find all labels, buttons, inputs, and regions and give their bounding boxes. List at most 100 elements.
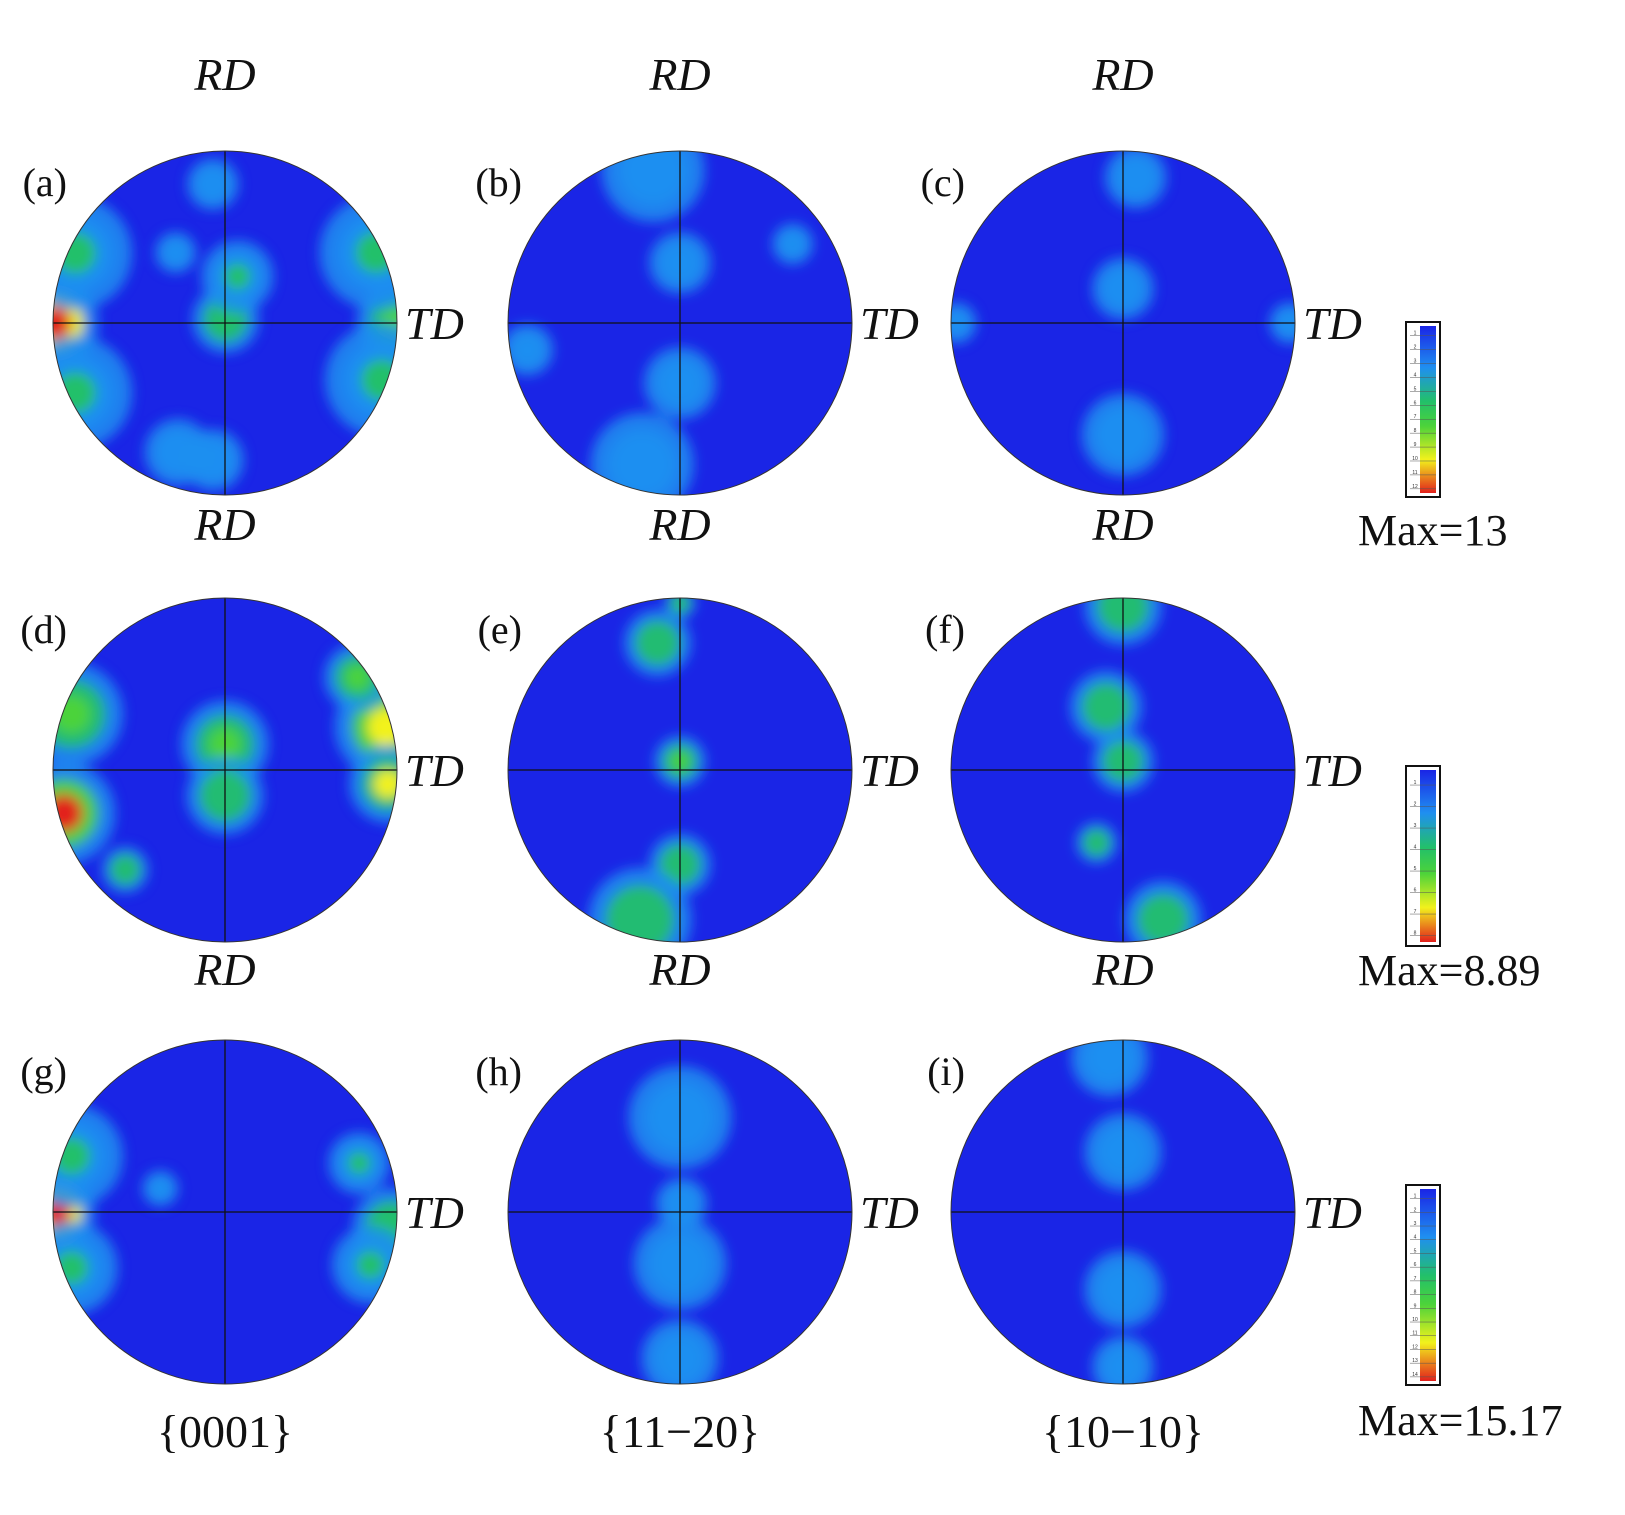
max-label: Max=8.89 xyxy=(1358,946,1540,995)
colorbar-tick-label: 7 xyxy=(1414,1276,1417,1282)
pole-figure-rim xyxy=(950,150,1296,496)
intensity-spot-core xyxy=(373,770,397,799)
td-label: TD xyxy=(1303,1187,1362,1238)
colorbar-tick-label: 10 xyxy=(1412,1317,1418,1323)
column-label: {10−10} xyxy=(1042,1406,1204,1457)
colorbar-tick-label: 1 xyxy=(1414,1194,1417,1200)
pole-figure-e xyxy=(507,597,853,943)
intensity-spot-core xyxy=(54,1250,89,1285)
colorbar-tick-label: 1 xyxy=(1414,331,1417,337)
intensity-spot xyxy=(148,1176,173,1201)
intensity-spot xyxy=(1082,828,1111,857)
panel-label: (e) xyxy=(478,607,522,652)
td-label: TD xyxy=(405,298,464,349)
intensity-spot xyxy=(161,238,190,267)
colorbar-tick-label: 3 xyxy=(1414,1221,1417,1227)
colorbar-tick-label: 6 xyxy=(1414,1262,1417,1268)
colorbar-tick-label: 3 xyxy=(1414,823,1417,829)
colorbar-tick-label: 2 xyxy=(1414,802,1417,808)
colorbar-tick-label: 13 xyxy=(1412,1358,1418,1364)
max-label: Max=15.17 xyxy=(1358,1396,1562,1445)
intensity-spot-core xyxy=(356,1250,385,1280)
intensity-spot-core xyxy=(355,231,397,274)
intensity-spot xyxy=(195,167,231,202)
pole-figure-rim xyxy=(950,597,1296,943)
td-label: TD xyxy=(860,1187,919,1238)
td-label: TD xyxy=(405,745,464,796)
colorbar-tick-label: 3 xyxy=(1414,359,1417,365)
td-label: TD xyxy=(405,1187,464,1238)
colorbar-tick-label: 9 xyxy=(1414,442,1417,448)
rd-label: RD xyxy=(648,944,710,995)
colorbar-gradient xyxy=(1420,326,1436,493)
panel-label: (b) xyxy=(475,160,522,205)
td-label: TD xyxy=(1303,298,1362,349)
colorbar-gradient xyxy=(1420,770,1436,942)
intensity-spot-core xyxy=(347,1151,371,1175)
intensity-spot xyxy=(618,151,688,205)
colorbar-tick-label: 6 xyxy=(1414,888,1417,894)
colorbar-tick-label: 4 xyxy=(1414,1235,1417,1241)
colorbar-tick-label: 7 xyxy=(1414,414,1417,420)
td-label: TD xyxy=(860,298,919,349)
intensity-spot xyxy=(109,854,141,886)
pole-figure-i xyxy=(950,1039,1296,1385)
panel-label: (a) xyxy=(23,160,67,205)
intensity-spot-core xyxy=(53,794,83,833)
pole-figure-rim xyxy=(52,597,398,943)
intensity-spot xyxy=(664,1186,699,1221)
colorbar-tick-label: 2 xyxy=(1414,345,1417,351)
panel-label: (d) xyxy=(20,607,67,652)
colorbar-tick-label: 6 xyxy=(1414,400,1417,406)
intensity-spot-core xyxy=(224,263,251,290)
panel-label: (f) xyxy=(925,607,965,652)
pole-figure-c xyxy=(950,150,1296,496)
rd-label: RD xyxy=(1091,944,1153,995)
rd-label: RD xyxy=(1091,499,1153,550)
column-label: {11−20} xyxy=(600,1406,760,1457)
pole-figure-rim xyxy=(507,597,853,943)
pole-figure-h xyxy=(507,1039,853,1385)
intensity-spot xyxy=(510,332,545,368)
rd-label: RD xyxy=(193,49,255,100)
intensity-spot xyxy=(778,230,807,258)
colorbar-tick-label: 5 xyxy=(1414,1248,1417,1254)
colorbar-tick-label: 12 xyxy=(1412,484,1418,490)
colorbar-tick-label: 11 xyxy=(1412,470,1417,476)
colorbar-tick-label: 2 xyxy=(1414,1207,1417,1213)
pole-figure-rim xyxy=(52,1039,398,1385)
rd-label: RD xyxy=(648,49,710,100)
colorbar-tick-label: 5 xyxy=(1414,866,1417,872)
pole-figure-rim xyxy=(950,1039,1296,1385)
colorbar-tick-label: 1 xyxy=(1414,780,1417,786)
td-label: TD xyxy=(860,745,919,796)
pole-figure-d xyxy=(52,597,398,943)
pole-figure-rim xyxy=(507,1039,853,1385)
colorbar-2: 1 2 3 4 5 6 7 8 xyxy=(1405,765,1441,947)
colorbar-tick-label: 5 xyxy=(1414,386,1417,392)
colorbar-tick-label: 8 xyxy=(1414,428,1417,434)
colorbar-tick-label: 14 xyxy=(1412,1372,1418,1378)
colorbar-tick-label: 11 xyxy=(1412,1331,1417,1337)
colorbar-tick-label: 8 xyxy=(1414,931,1417,937)
rd-label: RD xyxy=(1091,49,1153,100)
column-label: {0001} xyxy=(157,1406,293,1457)
max-label: Max=13 xyxy=(1358,506,1507,555)
intensity-spot xyxy=(1082,682,1131,731)
intensity-spot xyxy=(1115,156,1157,198)
colorbar-tick-label: 9 xyxy=(1414,1303,1417,1309)
rd-label: RD xyxy=(193,944,255,995)
panel-label: (c) xyxy=(921,160,965,205)
td-label: TD xyxy=(1303,745,1362,796)
pole-figure-b xyxy=(507,150,853,496)
colorbar-gradient xyxy=(1420,1189,1436,1381)
intensity-spot-core xyxy=(345,664,370,690)
pole-figure-rim xyxy=(52,150,398,496)
panel-label: (g) xyxy=(20,1049,67,1094)
colorbar-tick-label: 10 xyxy=(1412,456,1418,462)
intensity-spot xyxy=(635,620,680,666)
panels-layer: 1234567891011121234567812345678910111213… xyxy=(52,150,1441,1386)
labels-layer: RD TD (a) RD TD (b) RD TD (c) Max=13 RD TD (d) RD TD (e… xyxy=(20,49,1562,1457)
